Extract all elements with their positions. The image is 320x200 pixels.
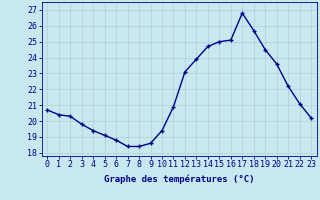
X-axis label: Graphe des températures (°C): Graphe des températures (°C) [104,175,254,184]
